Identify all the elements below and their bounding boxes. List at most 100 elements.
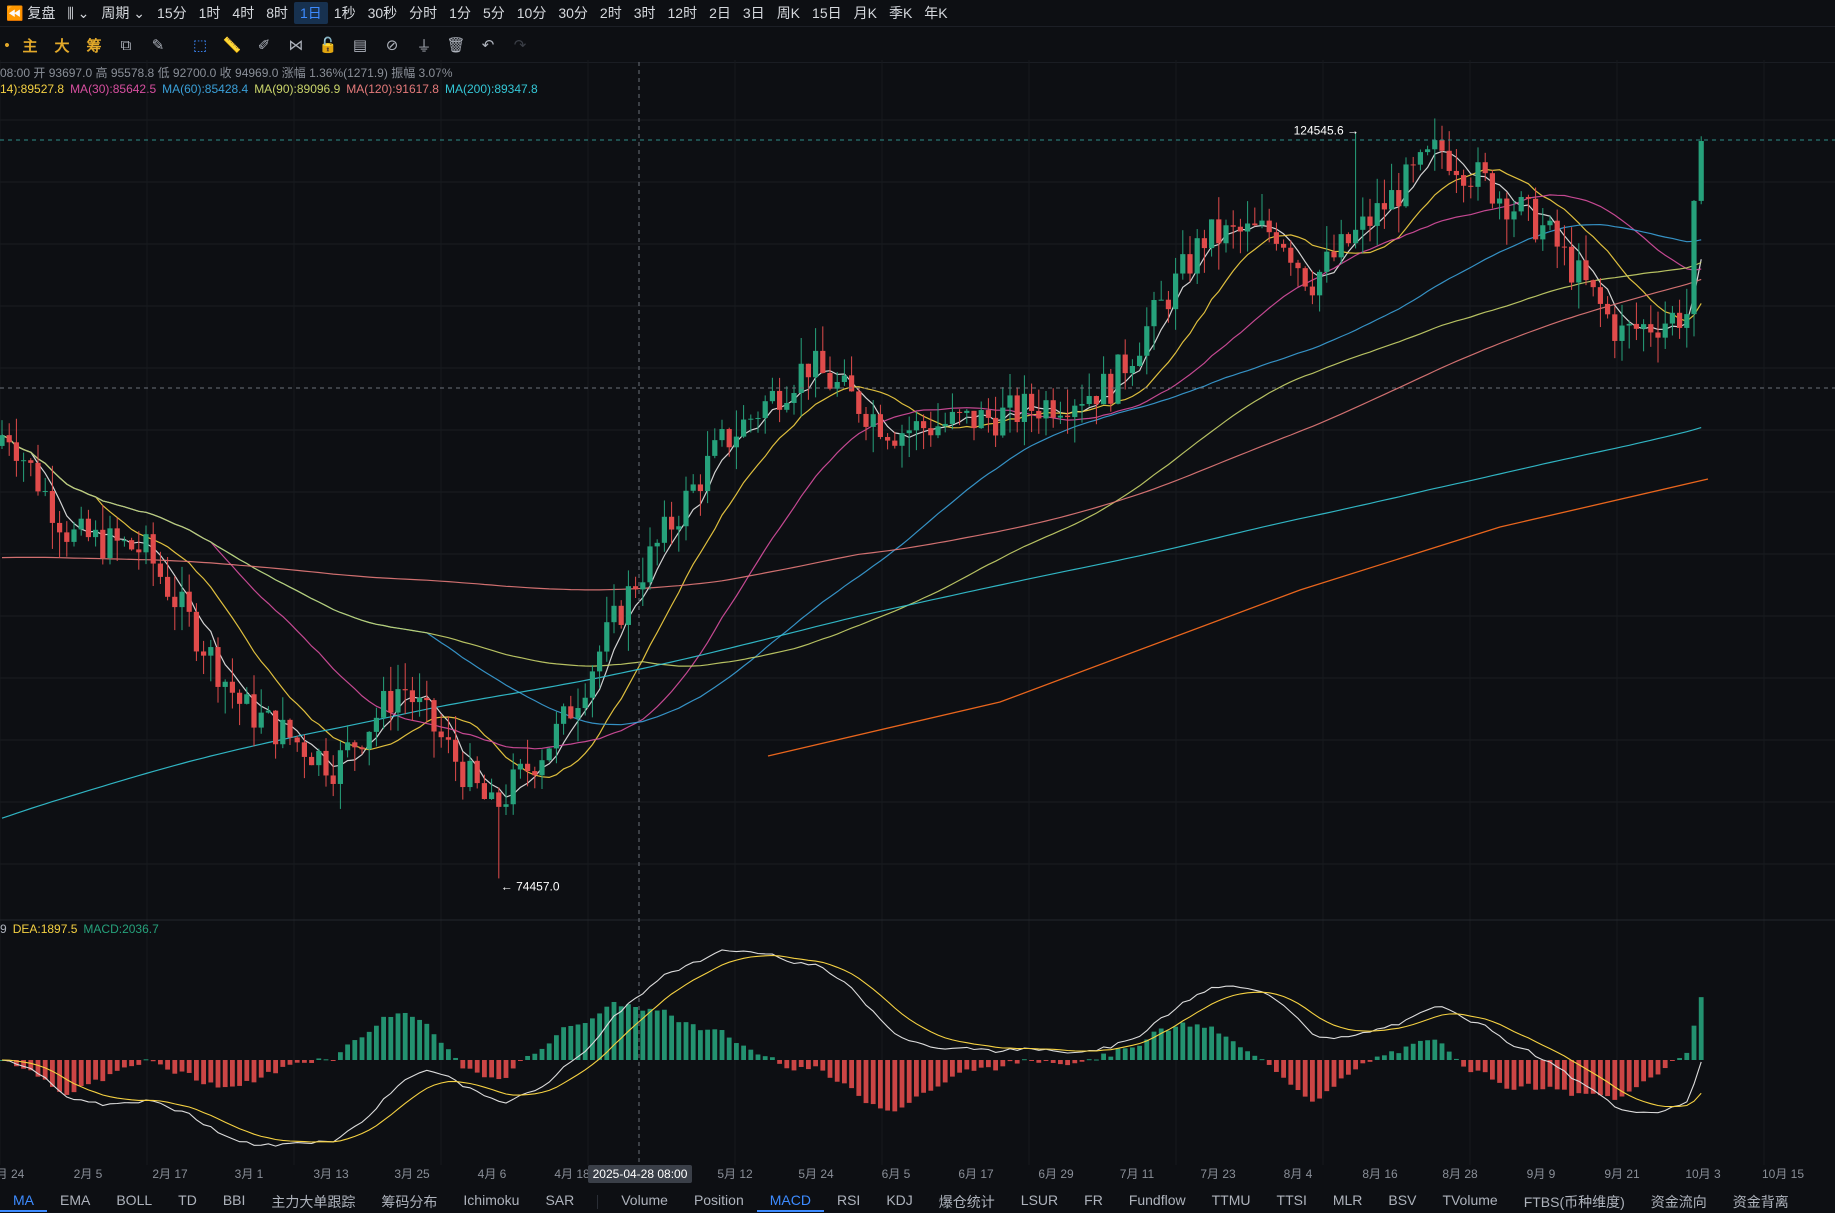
trash-icon[interactable]: 🗑 <box>446 37 466 54</box>
macd-dea-line <box>1 954 1702 1143</box>
interval-10[interactable]: 10分 <box>516 5 547 21</box>
settings-pen-icon[interactable]: ✎ <box>151 37 165 54</box>
interval-15[interactable]: 2日 <box>709 5 731 21</box>
x-tick-label: 5月 12 <box>717 1167 753 1181</box>
interval-19[interactable]: 月K <box>853 5 877 21</box>
candle-body <box>517 763 523 770</box>
sub-indicator-tab-12[interactable]: BSV <box>1388 1191 1417 1208</box>
interval-12[interactable]: 2时 <box>599 5 622 21</box>
sub-indicator-tab-14[interactable]: FTBS(币种维度) <box>1523 1193 1625 1210</box>
sub-indicator-tab-0[interactable]: Volume <box>621 1191 668 1208</box>
interval-14[interactable]: 12时 <box>667 5 698 21</box>
candle-body <box>705 455 711 492</box>
macd-bar <box>892 1060 898 1112</box>
sub-indicator-tab-1[interactable]: Position <box>693 1191 744 1208</box>
macd-bar <box>93 1060 98 1080</box>
interval-8[interactable]: 1分 <box>449 5 471 21</box>
ohlc-time: 08:00 <box>0 66 31 80</box>
select-tool-icon[interactable]: ⬚ <box>192 37 208 54</box>
macd-bar <box>107 1060 113 1075</box>
interval-7[interactable]: 分时 <box>409 5 438 21</box>
brush-icon[interactable]: ✐ <box>257 37 271 54</box>
interval-20[interactable]: 季K <box>888 5 913 21</box>
candle-body <box>1547 220 1553 226</box>
ohlc-open: 93697.0 <box>48 66 93 80</box>
magnet-icon[interactable]: ⊘ <box>385 37 399 54</box>
main-indicator-tab-1[interactable]: EMA <box>60 1191 91 1208</box>
chip-toggle[interactable]: 筹 <box>86 37 102 55</box>
pattern-icon[interactable]: ⋈ <box>288 37 304 54</box>
sub-indicator-tab-2[interactable]: MACD <box>756 1192 824 1212</box>
macd-bar <box>273 1060 278 1074</box>
big-order-toggle[interactable]: 大 <box>54 37 70 55</box>
interval-11[interactable]: 30分 <box>558 5 588 21</box>
interval-4[interactable]: 1日 <box>294 2 328 24</box>
x-tick-label: 10月 3 <box>1685 1167 1721 1181</box>
macd-bar <box>129 1060 134 1067</box>
dot-menu-icon[interactable]: • <box>4 36 10 54</box>
main-indicator-tab-4[interactable]: BBI <box>222 1191 246 1208</box>
main-chart-toggle[interactable]: 主 <box>22 37 38 55</box>
sub-indicator-tab-9[interactable]: TTMU <box>1211 1191 1251 1208</box>
chart-type-dropdown[interactable]: ⫼ ⌄ <box>61 2 95 24</box>
candle-body <box>690 484 696 491</box>
interval-2[interactable]: 4时 <box>232 5 255 21</box>
macd-bar <box>1526 1060 1531 1084</box>
period-dropdown[interactable]: 周期 ⌄ <box>95 2 151 24</box>
main-indicator-tab-3[interactable]: TD <box>178 1191 197 1208</box>
sub-indicator-tab-10[interactable]: TTSI <box>1276 1191 1307 1208</box>
redo-icon[interactable]: ↷ <box>513 37 527 54</box>
interval-13[interactable]: 3时 <box>633 5 656 21</box>
lock-icon[interactable]: 🔓 <box>318 37 338 54</box>
ohlc-amp-label: 振幅 <box>391 66 416 80</box>
macd-bar <box>546 1043 552 1060</box>
sub-indicator-tab-7[interactable]: FR <box>1084 1191 1103 1208</box>
sub-indicator-tab-13[interactable]: TVolume <box>1442 1191 1498 1208</box>
sub-indicator-tab-11[interactable]: MLR <box>1332 1191 1363 1208</box>
candle-body <box>1497 198 1503 204</box>
ruler-icon[interactable]: 📏 <box>222 37 242 54</box>
macd-bar <box>1439 1043 1445 1060</box>
interval-5[interactable]: 1秒 <box>333 5 356 21</box>
interval-18[interactable]: 15日 <box>812 5 842 21</box>
candle-body <box>525 763 531 772</box>
sub-indicator-tab-6[interactable]: LSUR <box>1020 1191 1059 1208</box>
interval-6[interactable]: 30秒 <box>367 5 398 21</box>
macd-bar <box>417 1019 422 1060</box>
sub-indicator-tab-8[interactable]: Fundflow <box>1128 1191 1186 1208</box>
main-indicator-tab-2[interactable]: BOLL <box>116 1191 153 1208</box>
main-indicator-tab-7[interactable]: Ichimoku <box>463 1191 520 1208</box>
template-icon[interactable]: ▤ <box>352 37 368 54</box>
indicator-icon[interactable]: ⧉ <box>120 36 132 54</box>
ohlc-readout: 08:00 开 93697.0 高 95578.8 低 92700.0 收 94… <box>0 64 453 81</box>
interval-3[interactable]: 8时 <box>266 5 288 21</box>
macd-bar <box>964 1060 970 1070</box>
interval-21[interactable]: 年K <box>924 5 948 21</box>
undo-icon[interactable]: ↶ <box>481 37 495 54</box>
sub-indicator-tab-15[interactable]: 资金流向 <box>1650 1193 1707 1210</box>
macd-bar <box>1482 1060 1488 1073</box>
interval-16[interactable]: 3日 <box>742 5 765 21</box>
candle-body <box>1065 415 1071 418</box>
interval-1[interactable]: 1时 <box>198 5 221 21</box>
sub-indicator-tab-5[interactable]: 爆仓统计 <box>938 1193 995 1210</box>
main-indicator-tab-8[interactable]: SAR <box>545 1191 575 1208</box>
replay-button[interactable]: ⏪ 复盘 <box>6 5 56 21</box>
sub-indicator-tab-16[interactable]: 资金背离 <box>1732 1193 1789 1210</box>
candle-body <box>1158 299 1164 301</box>
candle-body <box>445 737 451 740</box>
candle-body <box>654 542 660 547</box>
main-indicator-tab-5[interactable]: 主力大单跟踪 <box>271 1193 356 1210</box>
interval-0[interactable]: 15分 <box>157 5 187 21</box>
interval-9[interactable]: 5分 <box>482 5 505 21</box>
main-indicator-tab-0[interactable]: MA <box>0 1192 47 1212</box>
candle-body <box>913 421 919 431</box>
main-indicator-tab-6[interactable]: 筹码分布 <box>381 1193 438 1210</box>
interval-17[interactable]: 周K <box>776 5 801 21</box>
sub-indicator-tab-4[interactable]: KDJ <box>886 1191 913 1208</box>
x-tick-label: 7月 23 <box>1200 1167 1236 1181</box>
macd-bar <box>1108 1056 1114 1060</box>
filter-icon[interactable]: ⏚ <box>416 37 432 55</box>
sub-indicator-tab-3[interactable]: RSI <box>836 1191 861 1208</box>
macd-bar <box>1158 1028 1164 1060</box>
